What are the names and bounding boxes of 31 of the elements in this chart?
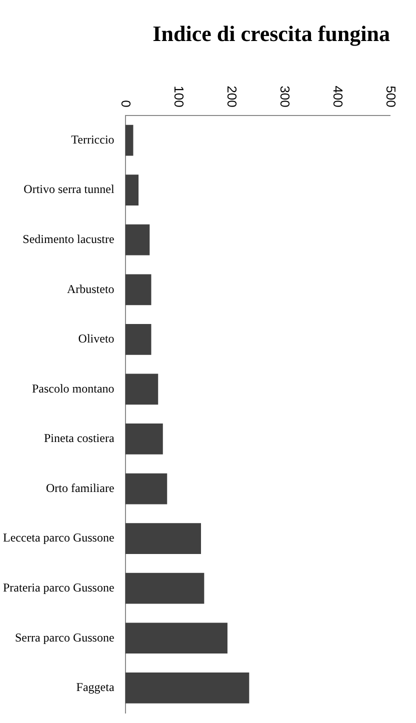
y-tick-label: Sedimento lacustre (22, 232, 114, 246)
y-tick-label: Arbusteto (66, 282, 114, 296)
y-tick-label: Prateria parco Gussone (2, 580, 114, 594)
bar (125, 622, 228, 654)
y-tick-label: Serra parco Gussone (14, 630, 114, 644)
y-tick-label: Pascolo montano (32, 381, 114, 396)
bar (125, 274, 152, 306)
y-tick-label: Lecceta parco Gussone (3, 530, 114, 545)
x-tick-label: 100 (172, 86, 187, 108)
bar (125, 572, 204, 604)
bar (125, 672, 250, 704)
y-tick-label: Oliveto (78, 332, 114, 346)
x-tick-label: 0 (118, 100, 134, 108)
chart-title: Indice di crescita fungina (152, 20, 390, 46)
bar (125, 124, 134, 156)
y-tick-label: Ortivo serra tunnel (24, 182, 115, 196)
bar (125, 473, 168, 504)
bar (125, 523, 201, 554)
x-tick-label: 400 (330, 86, 346, 108)
bar (125, 224, 150, 256)
bar (125, 174, 139, 206)
bar (125, 324, 152, 355)
bar (125, 374, 158, 405)
x-tick-label: 500 (383, 86, 398, 108)
x-tick-label: 300 (278, 86, 293, 108)
y-tick-label: Terriccio (71, 132, 114, 146)
bar (125, 424, 163, 454)
y-tick-label: Pineta costiera (44, 431, 115, 446)
y-tick-label: Orto familiare (46, 480, 114, 495)
y-tick-label: Faggeta (76, 680, 115, 694)
x-tick-label: 200 (224, 86, 240, 108)
